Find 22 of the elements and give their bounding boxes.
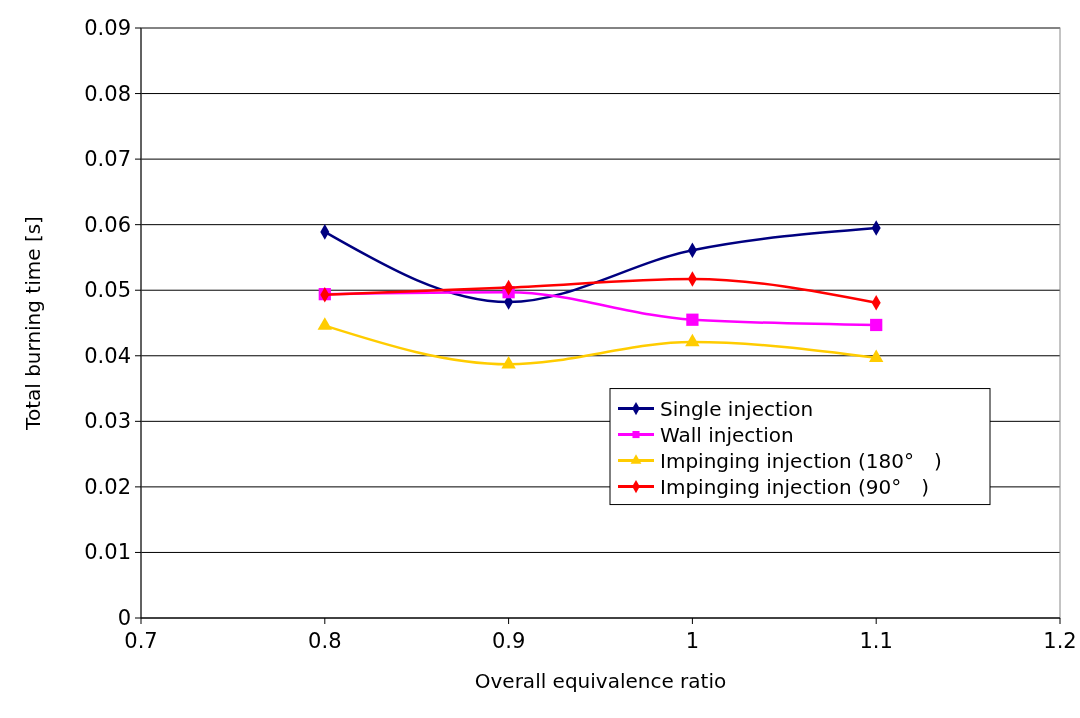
legend-label: Impinging injection (180° ) [660, 448, 942, 473]
x-tick-label: 1.2 [1043, 629, 1077, 653]
legend-label: Impinging injection (90° ) [660, 474, 930, 499]
legend-label: Wall injection [660, 422, 794, 447]
y-tick-label: 0 [117, 606, 131, 630]
y-tick-label: 0.03 [84, 409, 131, 434]
y-tick-label: 0.05 [84, 278, 131, 303]
y-tick-label: 0.01 [84, 540, 131, 565]
x-tick-label: 1.1 [859, 629, 893, 653]
y-tick-label: 0.08 [84, 81, 131, 106]
y-tick-label: 0.09 [84, 16, 131, 40]
x-tick-label: 1 [685, 629, 700, 653]
x-tick-label: 0.8 [308, 629, 342, 653]
y-tick-label: 0.07 [84, 147, 131, 172]
legend-label: Single injection [660, 396, 814, 421]
y-axis-title: Total burning time [s] [21, 216, 45, 431]
y-tick-label: 0.04 [84, 343, 131, 368]
y-tick-label: 0.02 [84, 474, 131, 499]
x-tick-label: 0.7 [124, 629, 158, 653]
x-axis-title: Overall equivalence ratio [474, 669, 727, 693]
x-tick-label: 0.9 [491, 629, 526, 653]
y-tick-label: 0.06 [84, 212, 131, 237]
